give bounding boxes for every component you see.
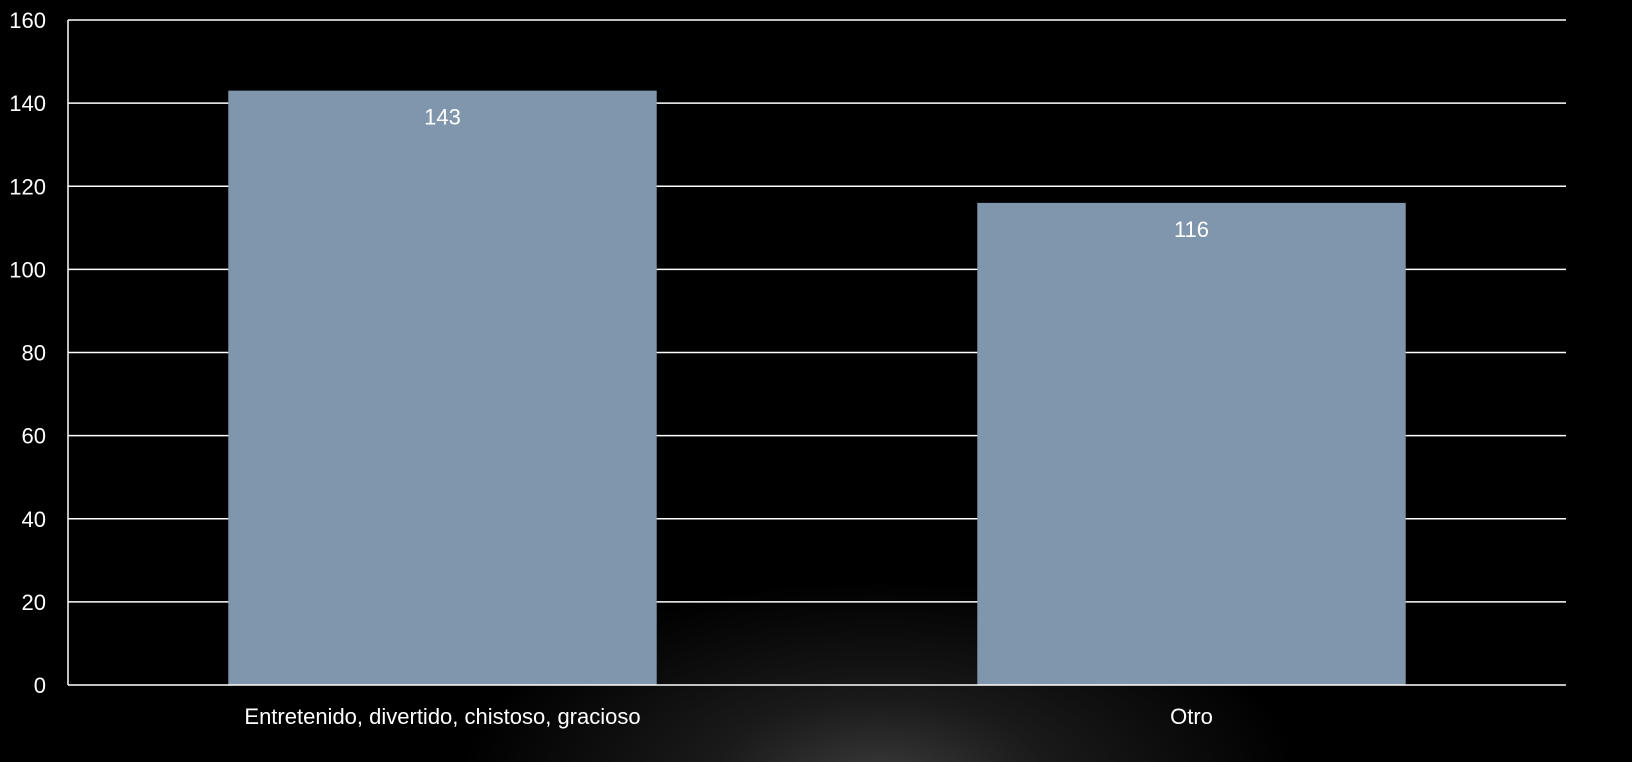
y-tick-label: 100: [9, 257, 46, 282]
labels: 0 20 40 60 80 100 120 140 160 143 Entretenido, div…: [9, 8, 1213, 729]
y-tick-label: 60: [22, 424, 46, 449]
y-tick-label: 140: [9, 91, 46, 116]
y-tick-label: 80: [22, 341, 46, 366]
bar: [977, 202, 1406, 685]
x-category-label: Entretenido, divertido, chistoso, gracio…: [244, 704, 640, 729]
y-tick-label: 120: [9, 174, 46, 199]
axes: [67, 20, 1566, 686]
bars: [228, 90, 1406, 685]
y-tick-label: 160: [9, 8, 46, 33]
y-tick-label: 20: [22, 590, 46, 615]
bar: [228, 90, 657, 685]
data-label: 116: [1174, 217, 1209, 242]
x-category-label: Otro: [1170, 704, 1213, 729]
data-label: 143: [424, 105, 461, 130]
y-tick-label: 0: [34, 673, 46, 698]
y-tick-label: 40: [22, 507, 46, 532]
